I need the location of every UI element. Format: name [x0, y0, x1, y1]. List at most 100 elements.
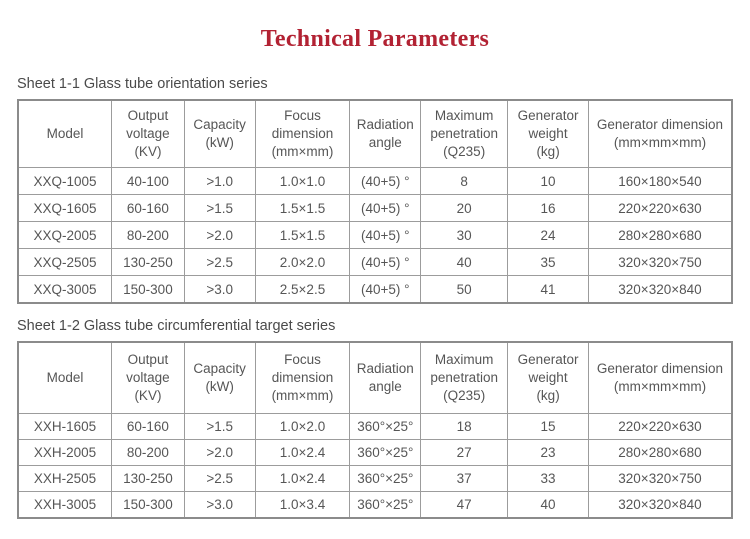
sheet-1-2-section: Sheet 1-2 Glass tube circumferential tar… — [0, 318, 750, 519]
table-row: XXH-2505 130-250 >2.5 1.0×2.4 360°×25° 37 33 32… — [17, 465, 733, 492]
table-cell: 360°×25° — [349, 465, 422, 492]
glass-tube-circumferential-target-table: Model Output voltage (KV) Capacity (kW) Foc… — [17, 341, 733, 519]
table-cell: 360°×25° — [349, 439, 422, 466]
column-header: Generator weight (kg) — [507, 99, 589, 168]
table-cell: 1.5×1.5 — [254, 194, 351, 222]
table-cell: 60-160 — [111, 194, 185, 222]
table-cell: 360°×25° — [349, 413, 422, 440]
column-header: Capacity (kW) — [183, 99, 256, 168]
table-cell: XXH-2005 — [17, 439, 113, 466]
table-cell: 40 — [420, 248, 509, 276]
sheet-1-2-caption: Sheet 1-2 Glass tube circumferential tar… — [17, 318, 336, 334]
table-cell: 80-200 — [111, 221, 185, 249]
table-cell: >1.5 — [183, 194, 256, 222]
column-header: Generator dimension (mm×mm×mm) — [587, 341, 733, 414]
table-row: XXQ-2505 130-250 >2.5 2.0×2.0 (40+5) ° 40 35 32… — [17, 248, 733, 276]
table-cell: (40+5) ° — [349, 167, 422, 195]
table-cell: 150-300 — [111, 275, 185, 304]
table-cell: 41 — [507, 275, 589, 304]
table-cell: 37 — [420, 465, 509, 492]
column-header: Focus dimension (mm×mm) — [254, 99, 351, 168]
table-cell: 130-250 — [111, 248, 185, 276]
table-cell: 130-250 — [111, 465, 185, 492]
column-header: Focus dimension (mm×mm) — [254, 341, 351, 414]
table-cell: 320×320×750 — [587, 248, 733, 276]
table-cell: XXQ-1605 — [17, 194, 113, 222]
glass-tube-orientation-table: Model Output voltage (KV) Capacity (kW) Foc… — [17, 99, 733, 304]
table-cell: 35 — [507, 248, 589, 276]
column-header: Model — [17, 341, 113, 414]
table-cell: 150-300 — [111, 491, 185, 519]
column-header: Radiation angle — [349, 341, 422, 414]
table-cell: 33 — [507, 465, 589, 492]
table-cell: 24 — [507, 221, 589, 249]
table-cell: 27 — [420, 439, 509, 466]
table-cell: >1.0 — [183, 167, 256, 195]
header-row: Model Output voltage (KV) Capacity (kW) Foc… — [17, 341, 733, 414]
table-row: XXQ-2005 80-200 >2.0 1.5×1.5 (40+5) ° 30 24 280… — [17, 221, 733, 249]
table-cell: 40-100 — [111, 167, 185, 195]
table-cell: XXQ-3005 — [17, 275, 113, 304]
table-cell: XXH-3005 — [17, 491, 113, 519]
table-cell: 1.0×1.0 — [254, 167, 351, 195]
table-cell: 2.5×2.5 — [254, 275, 351, 304]
table-cell: XXH-2505 — [17, 465, 113, 492]
table-cell: 320×320×840 — [587, 275, 733, 304]
table-cell: 15 — [507, 413, 589, 440]
table-cell: 47 — [420, 491, 509, 519]
header-row: Model Output voltage (KV) Capacity (kW) Foc… — [17, 99, 733, 168]
table-cell: 23 — [507, 439, 589, 466]
table-cell: 10 — [507, 167, 589, 195]
table-cell: 360°×25° — [349, 491, 422, 519]
table-row: XXQ-3005 150-300 >3.0 2.5×2.5 (40+5) ° 50 41 32… — [17, 275, 733, 304]
table-cell: XXQ-2005 — [17, 221, 113, 249]
column-header: Maximum penetration (Q235) — [420, 99, 509, 168]
table-cell: 18 — [420, 413, 509, 440]
column-header: Generator dimension (mm×mm×mm) — [587, 99, 733, 168]
table-cell: 50 — [420, 275, 509, 304]
sheet-1-1-section: Sheet 1-1 Glass tube orientation series … — [0, 76, 750, 304]
table-row: XXQ-1005 40-100 >1.0 1.0×1.0 (40+5) ° 8 10 160×… — [17, 167, 733, 195]
table-cell: 280×280×680 — [587, 439, 733, 466]
table-cell: XXH-1605 — [17, 413, 113, 440]
column-header: Maximum penetration (Q235) — [420, 341, 509, 414]
table-row: XXH-3005 150-300 >3.0 1.0×3.4 360°×25° 47 40 32… — [17, 491, 733, 519]
table-cell: (40+5) ° — [349, 194, 422, 222]
table-cell: 1.0×2.4 — [254, 465, 351, 492]
column-header: Generator weight (kg) — [507, 341, 589, 414]
table-cell: XXQ-2505 — [17, 248, 113, 276]
table-cell: 1.5×1.5 — [254, 221, 351, 249]
sheet-1-1-caption: Sheet 1-1 Glass tube orientation series — [17, 76, 268, 92]
column-header: Model — [17, 99, 113, 168]
table-cell: >2.5 — [183, 465, 256, 492]
table-cell: 220×220×630 — [587, 413, 733, 440]
table-cell: XXQ-1005 — [17, 167, 113, 195]
table-cell: 2.0×2.0 — [254, 248, 351, 276]
table-cell: (40+5) ° — [349, 248, 422, 276]
table-cell: 1.0×2.4 — [254, 439, 351, 466]
table-cell: >2.5 — [183, 248, 256, 276]
table-cell: >3.0 — [183, 491, 256, 519]
table-cell: 80-200 — [111, 439, 185, 466]
table-cell: 30 — [420, 221, 509, 249]
table-cell: (40+5) ° — [349, 221, 422, 249]
page-title: Technical Parameters — [260, 26, 490, 52]
table-row: XXQ-1605 60-160 >1.5 1.5×1.5 (40+5) ° 20 16 220… — [17, 194, 733, 222]
column-header: Output voltage (KV) — [111, 341, 185, 414]
table-cell: 220×220×630 — [587, 194, 733, 222]
table-cell: 280×280×680 — [587, 221, 733, 249]
table-row: XXH-2005 80-200 >2.0 1.0×2.4 360°×25° 27 23 280… — [17, 439, 733, 466]
column-header: Capacity (kW) — [183, 341, 256, 414]
table-cell: (40+5) ° — [349, 275, 422, 304]
table-cell: 16 — [507, 194, 589, 222]
column-header: Output voltage (KV) — [111, 99, 185, 168]
technical-parameters-page: Technical Parameters Sheet 1-1 Glass tub… — [0, 25, 750, 519]
column-header: Radiation angle — [349, 99, 422, 168]
table-row: XXH-1605 60-160 >1.5 1.0×2.0 360°×25° 18 15 220… — [17, 413, 733, 440]
table-cell: 320×320×750 — [587, 465, 733, 492]
table-cell: 60-160 — [111, 413, 185, 440]
table-cell: 20 — [420, 194, 509, 222]
table-cell: 1.0×2.0 — [254, 413, 351, 440]
table-cell: 320×320×840 — [587, 491, 733, 519]
table-cell: >2.0 — [183, 439, 256, 466]
